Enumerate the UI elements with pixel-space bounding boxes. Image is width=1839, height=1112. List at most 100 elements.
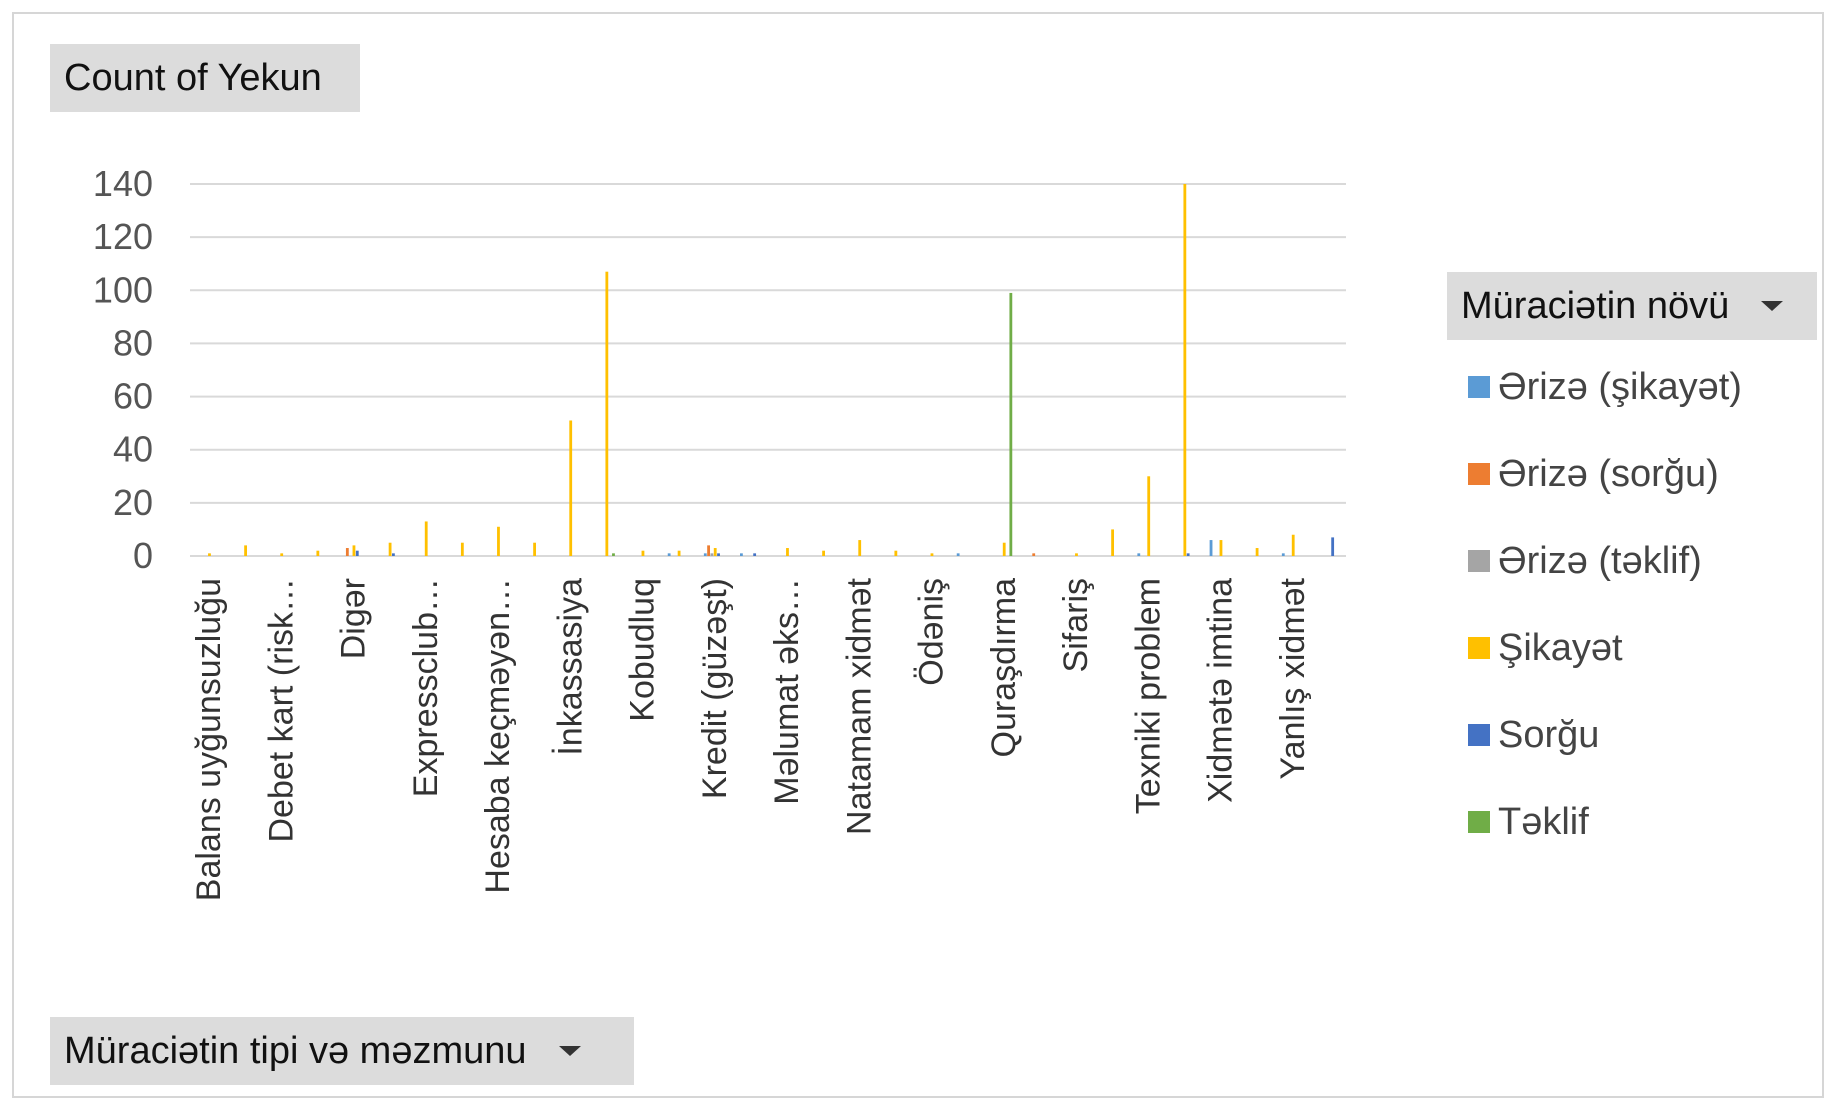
bar[interactable]	[740, 553, 743, 556]
bar[interactable]	[352, 545, 356, 556]
legend-item[interactable]: Sorğu	[1468, 710, 1599, 760]
bar[interactable]	[1291, 534, 1295, 556]
bar[interactable]	[1209, 540, 1213, 556]
values-field-label: Count of Yekun	[64, 57, 322, 99]
y-axis-ticks: 0 20 40 60 80 100 120 140	[93, 163, 153, 576]
x-tick-label: Balans uyğunsuzluğu	[190, 578, 228, 901]
bar[interactable]	[858, 540, 862, 556]
x-tick-label: Məlumat əks…	[768, 578, 806, 805]
x-tick-label: Quraşdırma	[985, 578, 1023, 758]
bar[interactable]	[460, 542, 464, 556]
y-tick-label: 80	[113, 322, 153, 363]
bar[interactable]	[717, 553, 720, 556]
bar[interactable]	[641, 550, 645, 556]
bar[interactable]	[710, 553, 714, 556]
bar[interactable]	[388, 542, 392, 556]
y-tick-label: 0	[133, 535, 153, 576]
y-tick-label: 60	[113, 376, 153, 417]
bars	[208, 184, 1335, 556]
x-tick-label: Expressclub…	[407, 578, 445, 797]
x-tick-label: Kobudluq	[624, 578, 662, 722]
bar[interactable]	[355, 550, 359, 556]
x-tick-label: Ödəniş	[913, 578, 951, 686]
legend-label: Şikayət	[1498, 626, 1623, 669]
legend-item[interactable]: Ərizə (təklif)	[1468, 536, 1702, 586]
legend-swatch	[1468, 724, 1490, 746]
bar[interactable]	[612, 553, 615, 556]
bar[interactable]	[1219, 540, 1223, 556]
bar[interactable]	[533, 542, 536, 556]
x-tick-label: Sifariş	[1057, 578, 1095, 672]
chevron-down-icon[interactable]	[558, 1046, 581, 1056]
bar[interactable]	[1111, 529, 1114, 556]
legend-swatch	[1468, 376, 1490, 398]
axis-field-label: Müraciətin tipi və məzmunu	[64, 1030, 527, 1072]
legend-swatch	[1468, 637, 1490, 659]
x-axis-labels: Balans uyğunsuzluğu Debet kart (risk… Digə…	[190, 577, 1312, 901]
bar[interactable]	[569, 420, 573, 556]
bar[interactable]	[677, 550, 681, 556]
y-tick-label: 20	[113, 482, 153, 523]
bar[interactable]	[208, 553, 211, 556]
legend-swatch	[1468, 811, 1490, 833]
legend-field-label: Müraciətin növü	[1461, 285, 1730, 327]
bar[interactable]	[244, 545, 247, 556]
bar[interactable]	[424, 521, 428, 556]
bar[interactable]	[316, 550, 320, 556]
bar[interactable]	[392, 553, 395, 556]
bar[interactable]	[280, 553, 284, 556]
bar[interactable]	[713, 548, 717, 556]
legend-item[interactable]: Şikayət	[1468, 623, 1623, 673]
bar[interactable]	[703, 553, 707, 556]
legend-label: Ərizə (şikayət)	[1498, 365, 1742, 408]
bar[interactable]	[822, 550, 825, 556]
legend-item[interactable]: Təklif	[1468, 797, 1589, 847]
bar[interactable]	[1137, 553, 1141, 556]
bar[interactable]	[1002, 542, 1006, 556]
bar[interactable]	[1032, 553, 1036, 556]
x-tick-label: Xidmətə imtina	[1202, 578, 1240, 803]
x-tick-label: Digər	[335, 578, 373, 659]
legend-swatch	[1468, 550, 1490, 572]
bar[interactable]	[1075, 553, 1078, 556]
legend-swatch	[1468, 463, 1490, 485]
bar[interactable]	[786, 548, 789, 556]
y-tick-label: 100	[93, 269, 153, 310]
legend-label: Ərizə (təklif)	[1498, 539, 1702, 582]
bar[interactable]	[605, 271, 609, 556]
gridlines	[190, 183, 1346, 557]
bar[interactable]	[753, 553, 757, 556]
y-tick-label: 140	[93, 163, 153, 204]
bar[interactable]	[1255, 548, 1259, 556]
legend-label: Ərizə (sorğu)	[1498, 452, 1719, 495]
x-tick-label: Debet kart (risk…	[262, 578, 300, 843]
y-tick-label: 120	[93, 216, 153, 257]
bar[interactable]	[707, 545, 710, 556]
bar[interactable]	[1009, 292, 1013, 556]
bar[interactable]	[667, 553, 671, 556]
bar[interactable]	[1186, 553, 1190, 556]
bar[interactable]	[345, 548, 349, 556]
bar[interactable]	[894, 550, 898, 556]
bar[interactable]	[930, 553, 934, 556]
bar[interactable]	[497, 526, 500, 556]
bar[interactable]	[1183, 184, 1187, 556]
x-tick-label: Natamam xidmət	[840, 577, 878, 835]
legend-item[interactable]: Ərizə (sorğu)	[1468, 449, 1719, 499]
legend-item[interactable]: Ərizə (şikayət)	[1468, 362, 1742, 412]
bar[interactable]	[1281, 553, 1285, 556]
legend-field-button[interactable]: Müraciətin növü	[1447, 272, 1817, 340]
x-tick-label: İnkassasiya	[551, 578, 589, 756]
bar[interactable]	[1147, 476, 1151, 556]
axis-field-button[interactable]: Müraciətin tipi və məzmunu	[50, 1017, 634, 1085]
bar[interactable]	[956, 553, 960, 556]
x-tick-label: Kredit (güzəşt)	[696, 578, 734, 799]
x-tick-label: Hesaba keçməyən…	[479, 578, 517, 894]
y-tick-label: 40	[113, 429, 153, 470]
x-tick-label: Yanlış xidmət	[1274, 577, 1312, 779]
x-tick-label: Texniki problem	[1129, 578, 1167, 814]
chevron-down-icon[interactable]	[1761, 301, 1784, 311]
bar[interactable]	[1331, 537, 1335, 556]
values-field-button[interactable]: Count of Yekun	[50, 44, 360, 112]
